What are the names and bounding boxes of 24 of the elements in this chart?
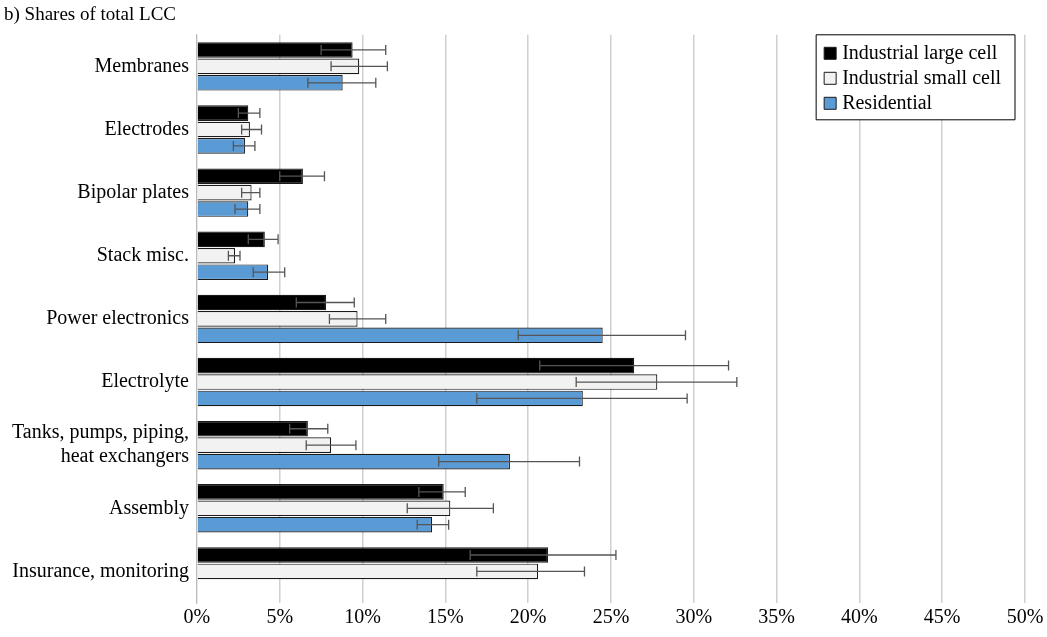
legend-label: Industrial large cell [842,40,998,64]
y-tick-label: Electrolyte [101,369,190,393]
x-tick-label: 10% [344,605,381,628]
y-tick-label: Bipolar plates [77,179,190,203]
x-tick-label: 0% [183,605,211,628]
x-tick-label: 35% [758,605,795,628]
legend-label: Residential [842,90,933,113]
x-tick-label: 30% [675,605,713,628]
y-tick-label: Stack misc. [96,243,189,266]
y-tick-label: Electrodes [104,116,190,139]
x-tick-label: 45% [923,605,961,628]
x-tick-label: 20% [509,605,547,628]
y-tick-label: Power electronics [46,306,190,329]
y-tick-label: Tanks, pumps, piping, heat exchangers [12,420,190,468]
x-tick-label: 40% [841,605,878,628]
y-tick-label: Insurance, monitoring [12,558,189,582]
legend-label: Industrial small cell [842,65,1002,88]
chart-title: b) Shares of total LCC [4,3,177,26]
y-tick-label: Assembly [108,495,189,519]
x-tick-label: 25% [592,605,630,628]
y-tick-label: Membranes [94,53,190,76]
x-tick-label: 15% [427,605,464,628]
x-tick-label: 50% [1006,605,1044,628]
x-tick-label: 5% [266,605,294,628]
